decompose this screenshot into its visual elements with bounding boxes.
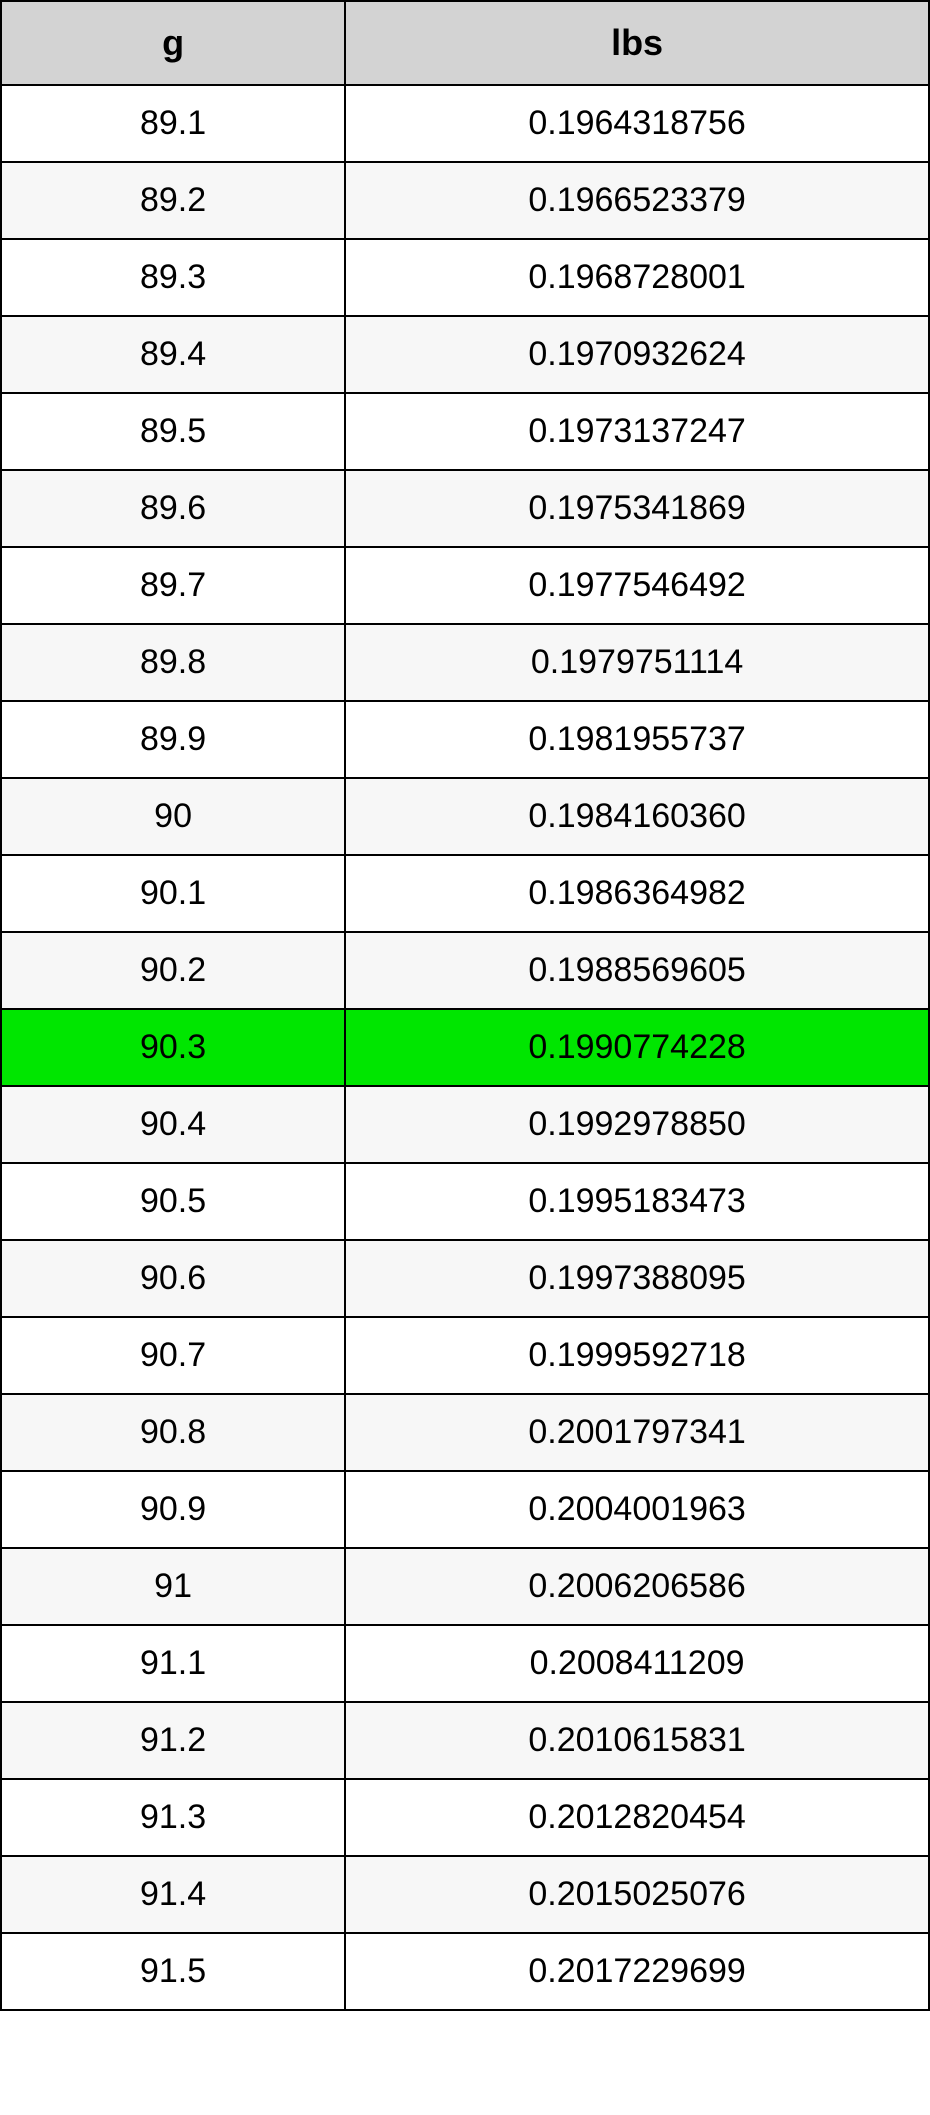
table-row: 90.60.1997388095: [1, 1240, 929, 1317]
cell-lbs: 0.2010615831: [345, 1702, 929, 1779]
cell-lbs: 0.1992978850: [345, 1086, 929, 1163]
table-row: 91.10.2008411209: [1, 1625, 929, 1702]
cell-lbs: 0.1988569605: [345, 932, 929, 1009]
cell-lbs: 0.1975341869: [345, 470, 929, 547]
cell-lbs: 0.2004001963: [345, 1471, 929, 1548]
table-row: 89.30.1968728001: [1, 239, 929, 316]
cell-lbs: 0.2017229699: [345, 1933, 929, 2010]
cell-g: 91.5: [1, 1933, 345, 2010]
table-row: 910.2006206586: [1, 1548, 929, 1625]
cell-lbs: 0.2006206586: [345, 1548, 929, 1625]
table-row: 91.30.2012820454: [1, 1779, 929, 1856]
cell-lbs: 0.1973137247: [345, 393, 929, 470]
table-row: 89.70.1977546492: [1, 547, 929, 624]
cell-g: 89.2: [1, 162, 345, 239]
table-row: 89.40.1970932624: [1, 316, 929, 393]
cell-g: 89.5: [1, 393, 345, 470]
table-row: 91.40.2015025076: [1, 1856, 929, 1933]
cell-lbs: 0.1964318756: [345, 85, 929, 162]
cell-lbs: 0.1999592718: [345, 1317, 929, 1394]
cell-lbs: 0.2008411209: [345, 1625, 929, 1702]
table-row: 90.90.2004001963: [1, 1471, 929, 1548]
cell-lbs: 0.1995183473: [345, 1163, 929, 1240]
cell-lbs: 0.1979751114: [345, 624, 929, 701]
cell-g: 89.7: [1, 547, 345, 624]
cell-lbs: 0.1968728001: [345, 239, 929, 316]
cell-lbs: 0.1986364982: [345, 855, 929, 932]
table-row: 89.90.1981955737: [1, 701, 929, 778]
cell-g: 90.7: [1, 1317, 345, 1394]
cell-lbs: 0.2001797341: [345, 1394, 929, 1471]
table-row: 89.80.1979751114: [1, 624, 929, 701]
cell-g: 89.8: [1, 624, 345, 701]
cell-g: 90.6: [1, 1240, 345, 1317]
cell-lbs: 0.2012820454: [345, 1779, 929, 1856]
cell-g: 90.4: [1, 1086, 345, 1163]
column-header-g: g: [1, 1, 345, 85]
cell-g: 89.3: [1, 239, 345, 316]
cell-g: 91: [1, 1548, 345, 1625]
table-body: 89.10.196431875689.20.196652337989.30.19…: [1, 85, 929, 2010]
cell-g: 90.5: [1, 1163, 345, 1240]
cell-lbs: 0.1966523379: [345, 162, 929, 239]
cell-g: 91.1: [1, 1625, 345, 1702]
table-row: 90.30.1990774228: [1, 1009, 929, 1086]
cell-g: 89.1: [1, 85, 345, 162]
column-header-lbs: lbs: [345, 1, 929, 85]
cell-g: 91.2: [1, 1702, 345, 1779]
table-row: 90.50.1995183473: [1, 1163, 929, 1240]
table-row: 90.10.1986364982: [1, 855, 929, 932]
table-row: 89.60.1975341869: [1, 470, 929, 547]
cell-g: 91.3: [1, 1779, 345, 1856]
table-header-row: g lbs: [1, 1, 929, 85]
cell-lbs: 0.1990774228: [345, 1009, 929, 1086]
table-row: 89.20.1966523379: [1, 162, 929, 239]
cell-g: 90.2: [1, 932, 345, 1009]
cell-g: 89.6: [1, 470, 345, 547]
table-row: 90.40.1992978850: [1, 1086, 929, 1163]
cell-g: 90.9: [1, 1471, 345, 1548]
table-row: 90.70.1999592718: [1, 1317, 929, 1394]
cell-g: 90.1: [1, 855, 345, 932]
cell-lbs: 0.2015025076: [345, 1856, 929, 1933]
cell-lbs: 0.1977546492: [345, 547, 929, 624]
table-row: 900.1984160360: [1, 778, 929, 855]
table-row: 90.80.2001797341: [1, 1394, 929, 1471]
cell-lbs: 0.1997388095: [345, 1240, 929, 1317]
cell-g: 89.4: [1, 316, 345, 393]
table-row: 89.50.1973137247: [1, 393, 929, 470]
cell-g: 90.8: [1, 1394, 345, 1471]
table-row: 90.20.1988569605: [1, 932, 929, 1009]
cell-lbs: 0.1981955737: [345, 701, 929, 778]
table-row: 91.50.2017229699: [1, 1933, 929, 2010]
cell-lbs: 0.1984160360: [345, 778, 929, 855]
cell-lbs: 0.1970932624: [345, 316, 929, 393]
table-row: 91.20.2010615831: [1, 1702, 929, 1779]
cell-g: 91.4: [1, 1856, 345, 1933]
table-row: 89.10.1964318756: [1, 85, 929, 162]
conversion-table: g lbs 89.10.196431875689.20.196652337989…: [0, 0, 930, 2011]
cell-g: 90: [1, 778, 345, 855]
cell-g: 89.9: [1, 701, 345, 778]
cell-g: 90.3: [1, 1009, 345, 1086]
